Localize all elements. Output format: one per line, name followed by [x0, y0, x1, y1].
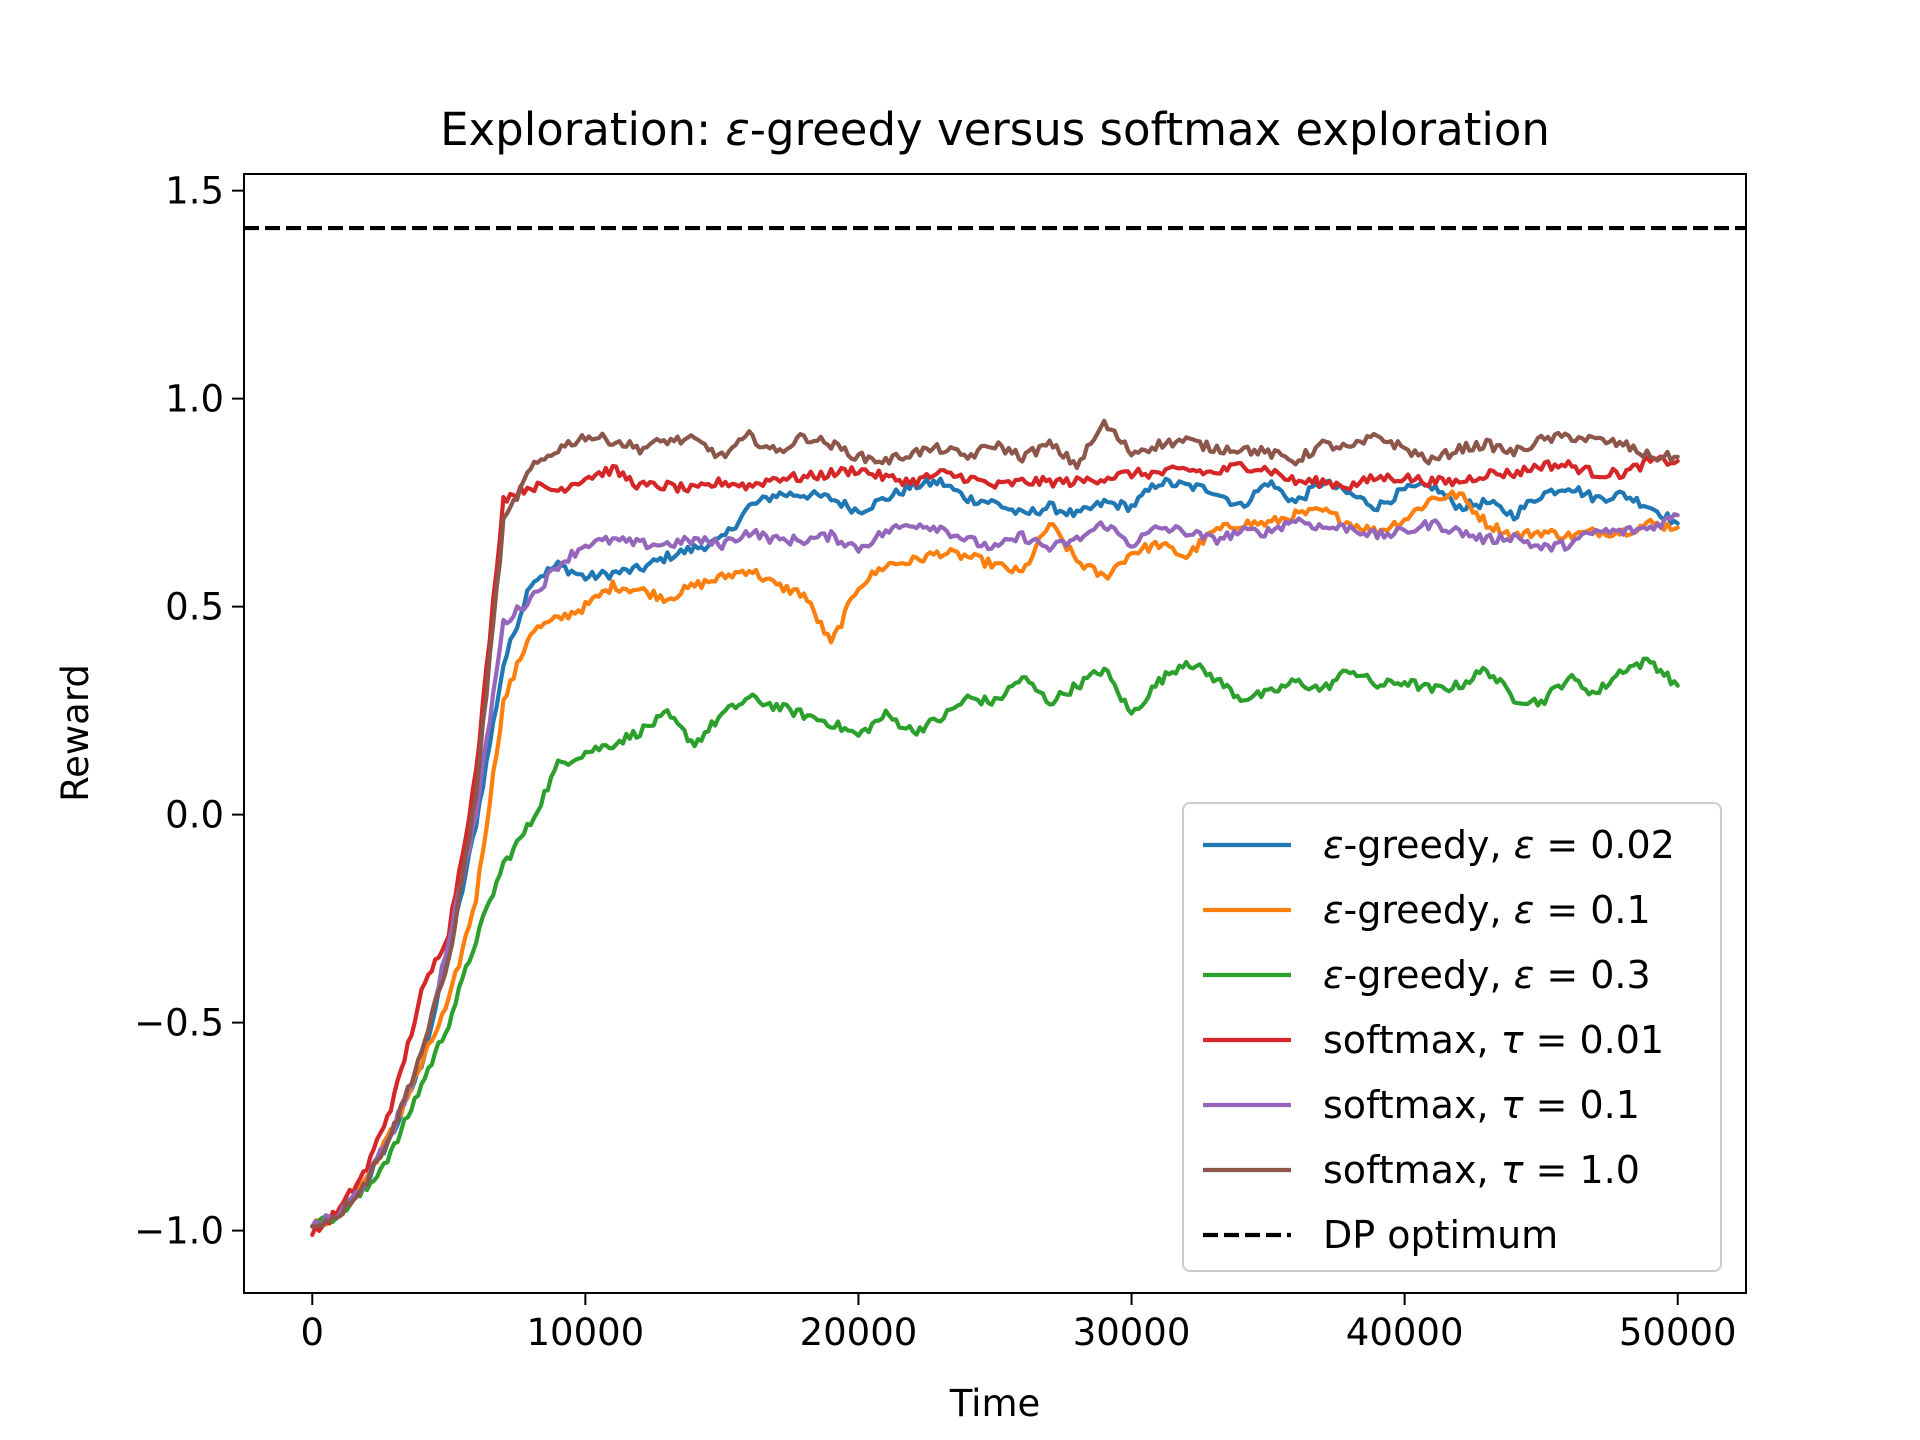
- chart-title-part-1: Exploration:: [440, 103, 725, 156]
- legend: ε-greedy, ε = 0.02 ε-greedy, ε = 0.1 ε-gre…: [1182, 802, 1722, 1272]
- y-tick-label: 0.0: [165, 794, 224, 837]
- series-line-2: [310, 489, 1680, 1229]
- legend-label-6: softmax, τ = 1.0: [1323, 1148, 1640, 1192]
- legend-label-5: softmax, τ = 0.1: [1323, 1083, 1640, 1127]
- x-tick-label: 30000: [1073, 1311, 1191, 1354]
- series-layer: [310, 418, 1680, 1237]
- x-tick-label: 40000: [1346, 1311, 1464, 1354]
- y-tick-label: 1.0: [165, 378, 224, 421]
- series-line-5: [310, 512, 1680, 1229]
- y-tick-label: −0.5: [134, 1002, 224, 1045]
- chart-title-part-2: ε: [725, 103, 749, 156]
- x-tick-label: 50000: [1619, 1311, 1737, 1354]
- series-line-6: [310, 418, 1680, 1229]
- legend-box: [1182, 802, 1722, 1272]
- chart-title-part-3: -greedy versus softmax exploration: [750, 103, 1550, 156]
- chart-title: Exploration: ε-greedy versus softmax exp…: [440, 103, 1550, 156]
- y-tick-label: 0.5: [165, 586, 224, 629]
- x-axis-label: Time: [949, 1382, 1041, 1425]
- y-tick-label: 1.5: [165, 170, 224, 213]
- x-axis: 0 10000 20000 30000 40000 50000: [300, 1293, 1737, 1354]
- series-line-4: [310, 454, 1680, 1237]
- legend-label-1: ε-greedy, ε = 0.02: [1323, 823, 1675, 867]
- x-tick-label: 10000: [527, 1311, 645, 1354]
- series-line-3: [310, 656, 1680, 1231]
- y-tick-label: −1.0: [134, 1210, 224, 1253]
- plot-frame: [243, 173, 1747, 1294]
- legend-label-3: ε-greedy, ε = 0.3: [1323, 953, 1651, 997]
- legend-label-7: DP optimum: [1323, 1213, 1558, 1257]
- legend-items: ε-greedy, ε = 0.02 ε-greedy, ε = 0.1 ε-gre…: [1203, 823, 1675, 1257]
- x-tick-label: 20000: [800, 1311, 918, 1354]
- y-axis-label: Reward: [54, 664, 97, 802]
- y-axis: −1.0 −0.5 0.0 0.5 1.0 1.5: [134, 170, 244, 1253]
- legend-label-4: softmax, τ = 0.01: [1323, 1018, 1664, 1062]
- x-tick-label: 0: [300, 1311, 324, 1354]
- legend-label-2: ε-greedy, ε = 0.1: [1323, 888, 1651, 932]
- series-line-1: [310, 476, 1680, 1229]
